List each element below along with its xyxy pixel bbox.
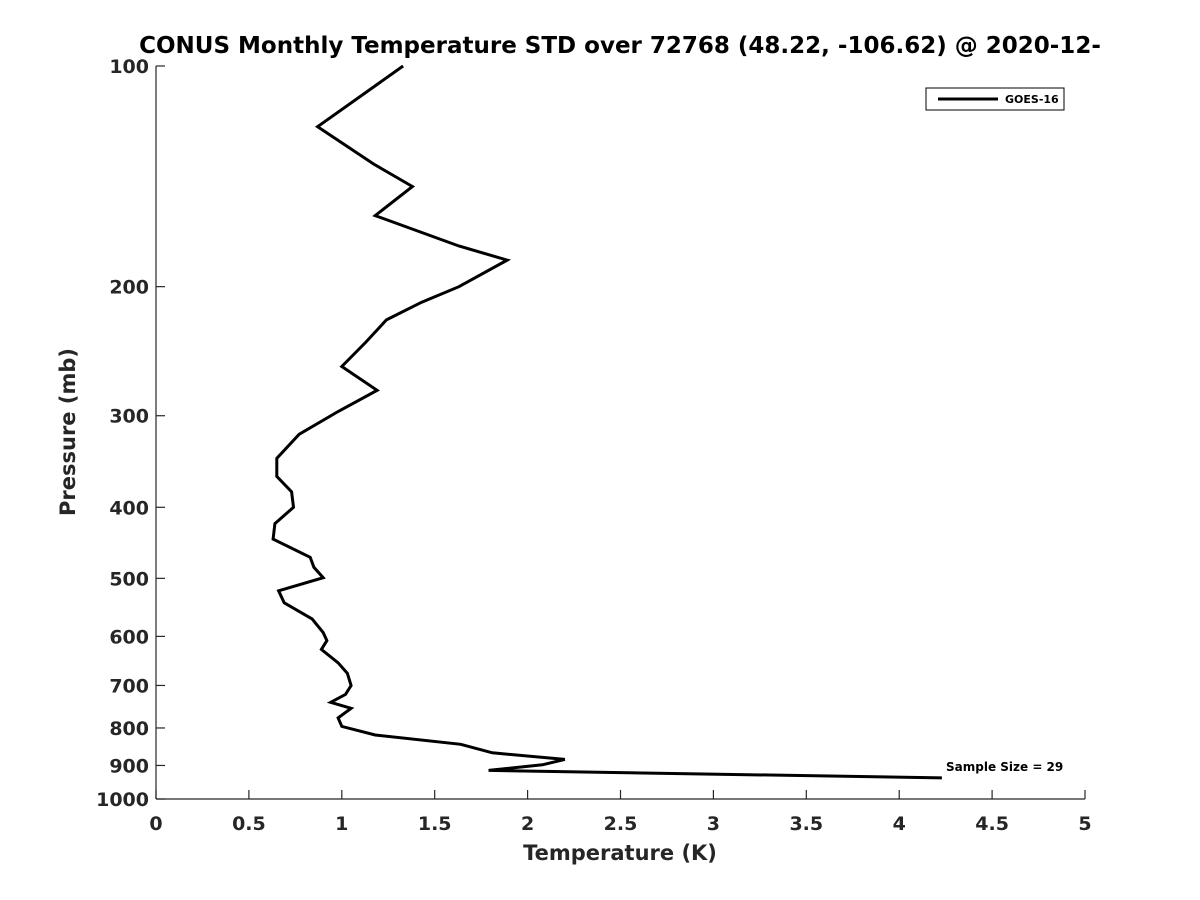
x-axis-title: Temperature (K) <box>523 841 717 865</box>
series-line-goes-16 <box>271 64 942 780</box>
y-tick-label: 600 <box>109 626 149 648</box>
x-tick-label: 0 <box>149 813 162 835</box>
y-tick-label: 900 <box>109 755 149 777</box>
y-tick-label: 400 <box>109 497 149 519</box>
x-tick-label: 4.5 <box>975 813 1009 835</box>
y-tick-label: 500 <box>109 568 149 590</box>
y-tick-label: 300 <box>109 406 149 428</box>
sample-size-annotation: Sample Size = 29 <box>946 760 1063 774</box>
x-tick-label: 5 <box>1078 813 1091 835</box>
x-tick-label: 0.5 <box>232 813 266 835</box>
x-tick-label: 2 <box>521 813 534 835</box>
x-tick-label: 1.5 <box>418 813 452 835</box>
y-tick-label: 200 <box>109 277 149 299</box>
x-tick-label: 3 <box>707 813 720 835</box>
legend-label-goes-16: GOES-16 <box>1005 93 1059 106</box>
x-tick-label: 3.5 <box>789 813 823 835</box>
x-tick-label: 4 <box>893 813 906 835</box>
y-tick-label: 100 <box>109 56 149 78</box>
legend: GOES-16 <box>925 87 1065 111</box>
x-tick-label: 1 <box>335 813 348 835</box>
y-tick-label: 800 <box>109 718 149 740</box>
y-tick-label: 700 <box>109 675 149 697</box>
chart-title: CONUS Monthly Temperature STD over 72768… <box>139 33 1101 59</box>
plot-area: 0 0.5 1 1.5 2 2.5 3 3.5 4 4.5 5 100 200 300 400 500 600 7… <box>96 56 1092 835</box>
y-tick-label: 1000 <box>96 789 149 811</box>
y-axis-title: Pressure (mb) <box>56 348 80 516</box>
x-tick-label: 2.5 <box>604 813 638 835</box>
